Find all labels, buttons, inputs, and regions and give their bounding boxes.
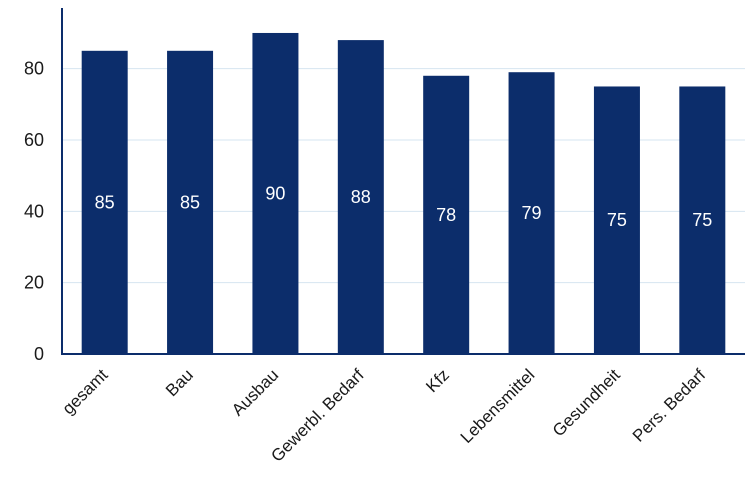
x-tick-label: Kfz [422, 365, 453, 396]
bar [679, 86, 726, 354]
bar [508, 72, 555, 355]
bar [252, 32, 299, 355]
x-tick-label: gesamt [59, 365, 112, 418]
bar-value-label: 79 [522, 203, 542, 223]
x-tick-label: Gesundheit [549, 365, 624, 440]
x-tick-label: Pers. Bedarf [629, 365, 709, 445]
bars [81, 32, 726, 355]
bar-value-label: 85 [180, 192, 200, 212]
bar-value-label: 85 [95, 192, 115, 212]
x-tick-label: Ausbau [228, 365, 282, 419]
bar-value-label: 88 [351, 187, 371, 207]
bar [423, 75, 470, 354]
bar [167, 50, 214, 354]
data-labels: 85 85 90 88 78 79 75 75 [95, 183, 713, 230]
y-tick-label: 40 [24, 201, 44, 221]
y-tick-label: 60 [24, 130, 44, 150]
bar-value-label: 78 [436, 205, 456, 225]
gridlines [62, 68, 745, 284]
x-tick-label: Lebensmittel [457, 365, 539, 447]
bar-value-label: 75 [692, 210, 712, 230]
y-tick-label: 20 [24, 273, 44, 293]
y-tick-label: 80 [24, 59, 44, 79]
bar [81, 50, 128, 354]
y-axis-ticks: 0 20 40 60 80 [24, 59, 44, 364]
x-tick-label: Gewerbl. Bedarf [267, 365, 367, 465]
x-tick-label: Bau [162, 365, 197, 400]
bar [593, 86, 640, 354]
y-tick-label: 0 [34, 344, 44, 364]
bar [337, 40, 384, 355]
bar-value-label: 75 [607, 210, 627, 230]
bar-value-label: 90 [265, 183, 285, 203]
